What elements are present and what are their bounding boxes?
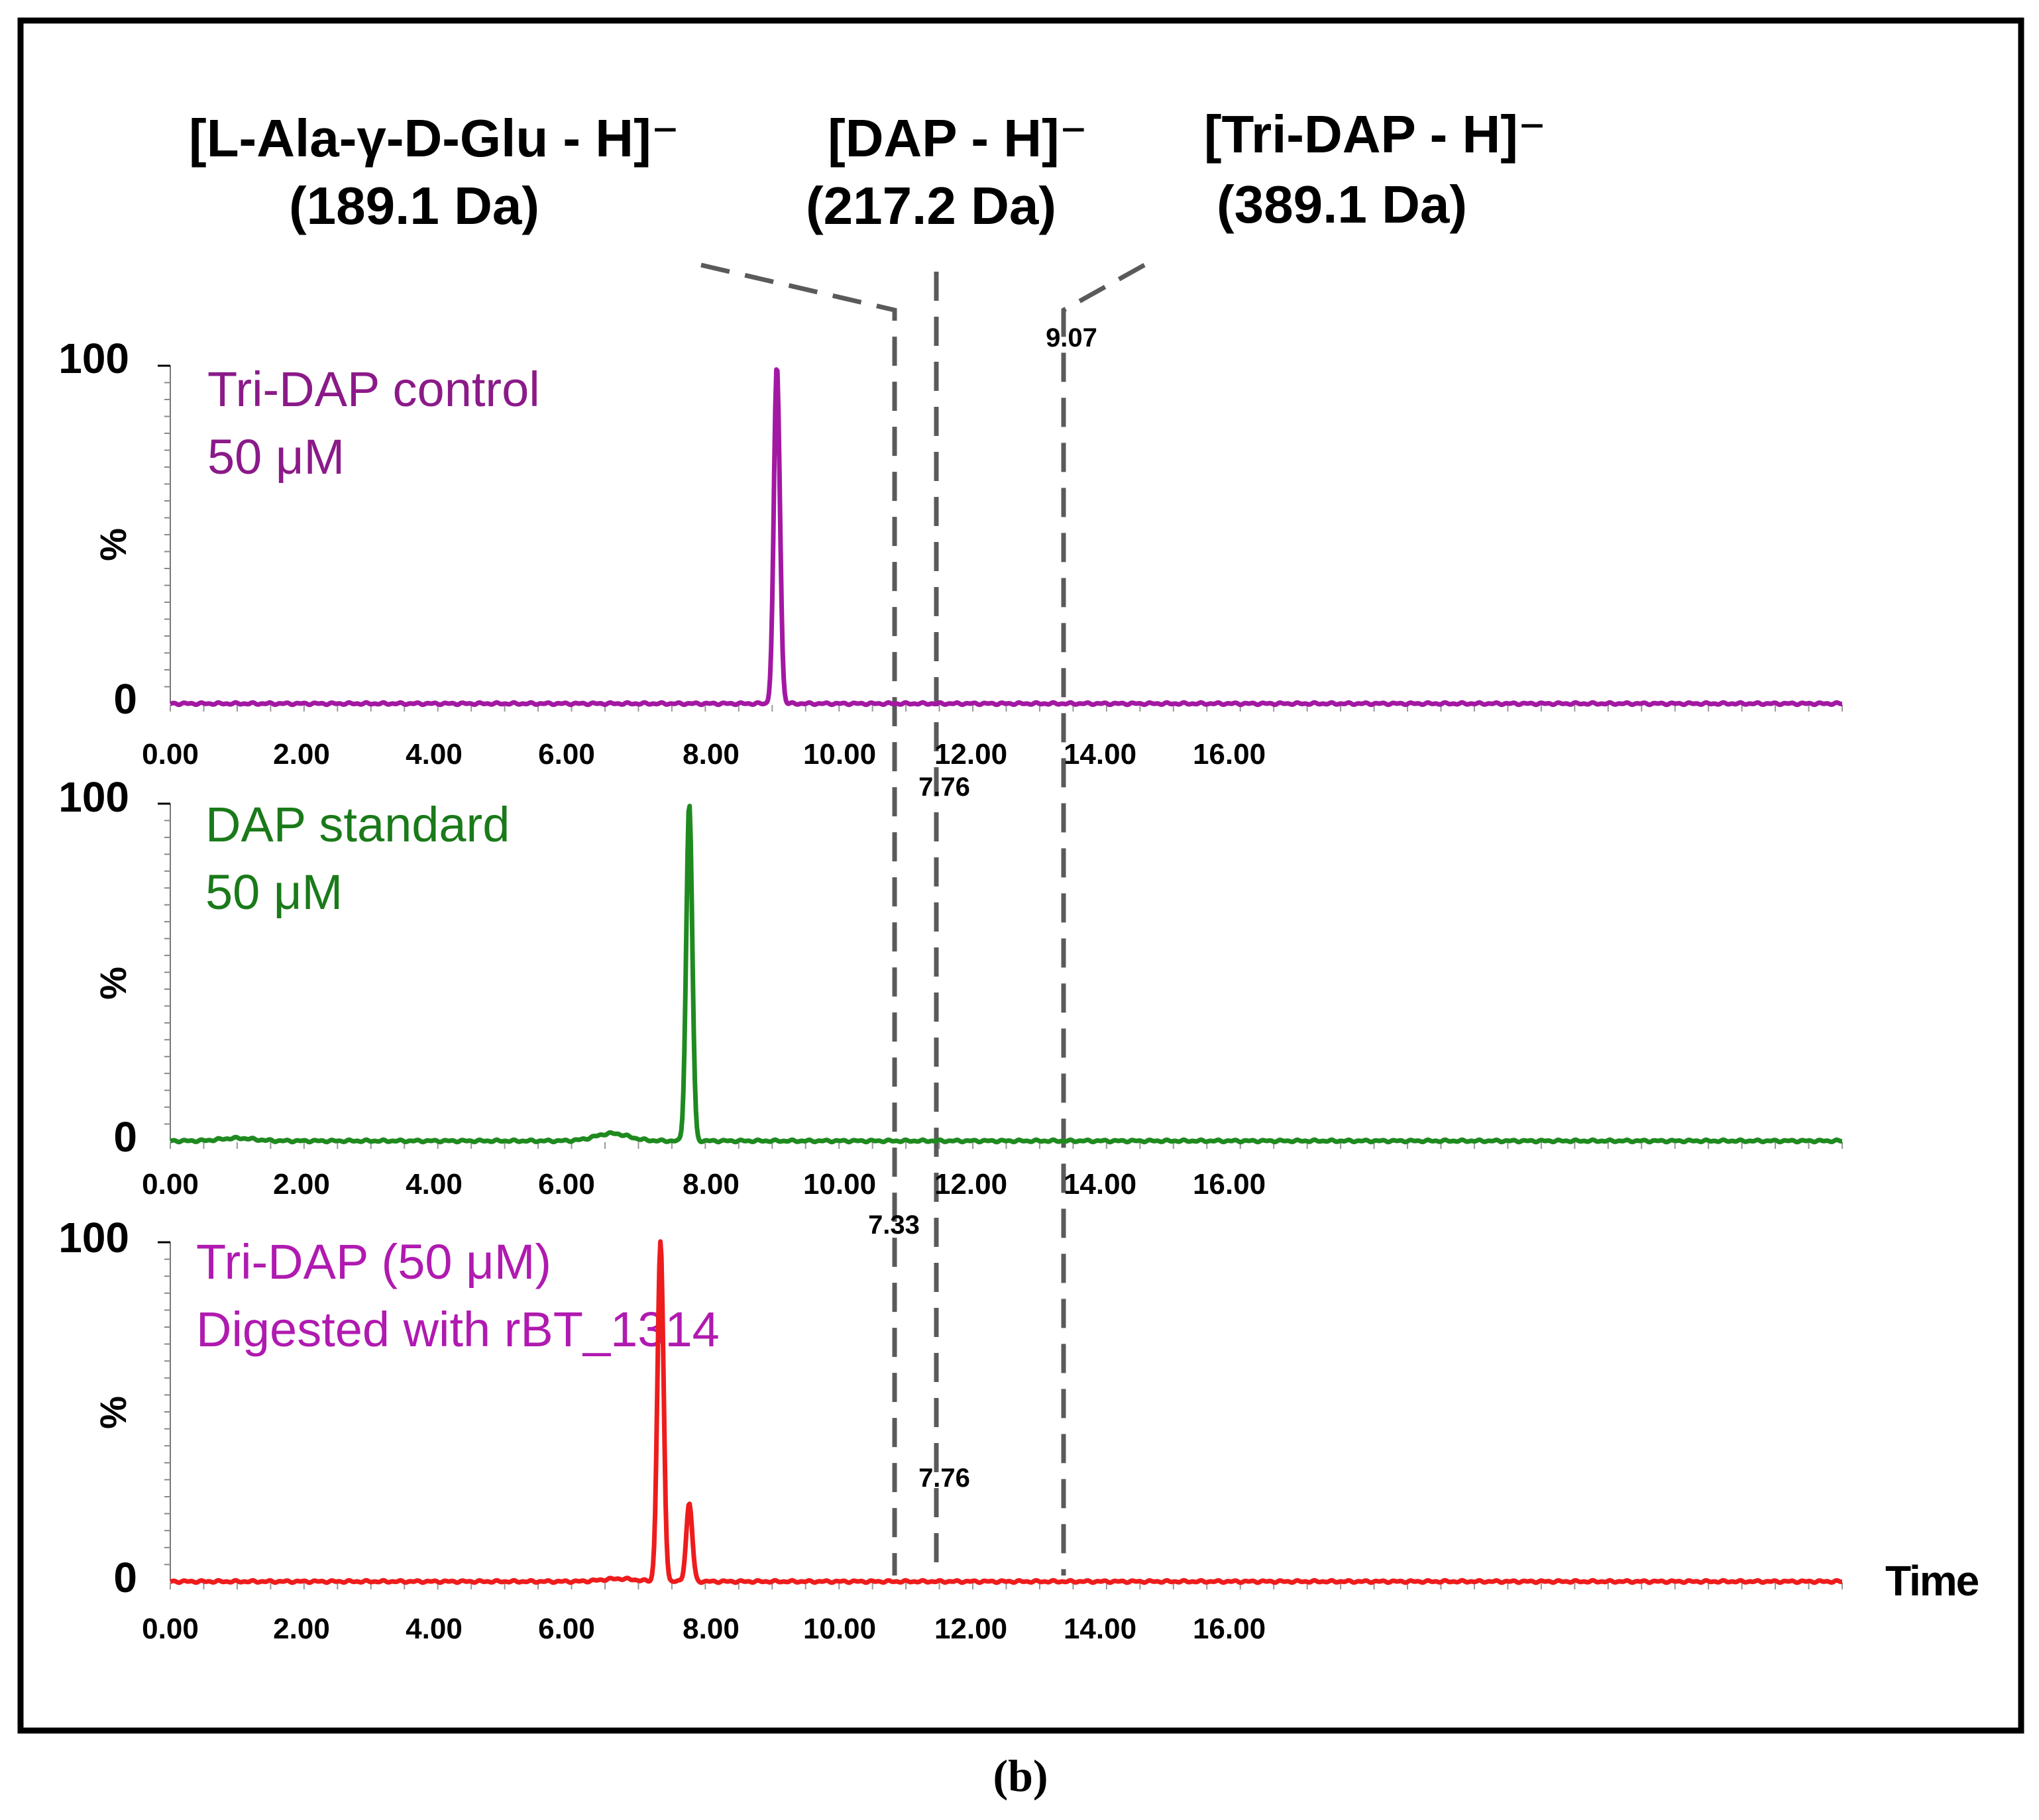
panel-tri-dap-control: 100 0 % Tri-DAP control 50 μM 9.07 0.00 2… xyxy=(58,323,1844,771)
panel-2-x-tick-label: 16.00 xyxy=(1193,1613,1266,1645)
figure-frame xyxy=(17,17,2024,1734)
panel-1-x-tick-label: 0.00 xyxy=(142,1168,199,1201)
panel-2-y-top-label: 100 xyxy=(58,1214,129,1261)
panel-1-label-line-2: 50 μM xyxy=(205,865,343,920)
panel-0-x-tick-label: 10.00 xyxy=(803,738,876,771)
annotation-217: [DAP - H]⁻ (217.2 Da) xyxy=(806,109,1087,235)
panel-2-label-line-2: Digested with rBT_1314 xyxy=(196,1302,720,1357)
panel-1-x-tick-labels: 0.00 2.00 4.00 6.00 8.00 10.00 12.00 14.00 16.00 xyxy=(142,1168,1266,1201)
panel-1-x-tick-label: 4.00 xyxy=(406,1168,463,1201)
panel-0-y-top-label: 100 xyxy=(58,335,129,382)
panel-2-x-tick-label: 8.00 xyxy=(683,1613,740,1645)
annotation-189-name: [L-Ala-γ-D-Glu - H]⁻ xyxy=(189,109,679,168)
annotation-217-name: [DAP - H]⁻ xyxy=(828,109,1087,168)
panel-0-x-tick-labels: 0.00 2.00 4.00 6.00 8.00 10.00 12.00 14.00 16.00 xyxy=(142,738,1266,771)
panel-0-x-tick-label: 14.00 xyxy=(1064,738,1136,771)
panel-0-x-tick-label: 0.00 xyxy=(142,738,199,771)
panel-0-y-zero-label: 0 xyxy=(113,675,137,723)
panel-0-x-tick-label: 16.00 xyxy=(1193,738,1266,771)
panel-0-x-tick-label: 2.00 xyxy=(273,738,330,771)
panel-1-y-zero-label: 0 xyxy=(113,1113,137,1161)
annotation-217-mass: (217.2 Da) xyxy=(806,176,1056,235)
panel-1-y-axis-label: % xyxy=(92,967,134,1000)
annotation-189: [L-Ala-γ-D-Glu - H]⁻ (189.1 Da) xyxy=(189,109,679,235)
panel-1-y-top-label: 100 xyxy=(58,773,129,821)
panel-2-axes xyxy=(158,1241,1843,1589)
panel-2-x-tick-label: 14.00 xyxy=(1064,1613,1136,1645)
panel-2-x-tick-labels: 0.00 2.00 4.00 6.00 8.00 10.00 12.00 14.00 16.00 xyxy=(142,1613,1266,1645)
panel-1-x-tick-label: 14.00 xyxy=(1064,1168,1136,1201)
panel-2-label-line-1: Tri-DAP (50 μM) xyxy=(196,1234,551,1289)
panel-2-x-tick-label: 12.00 xyxy=(934,1613,1007,1645)
panel-1-x-tick-label: 2.00 xyxy=(273,1168,330,1201)
figure-caption: (b) xyxy=(993,1750,1048,1801)
panel-2-x-tick-label: 4.00 xyxy=(406,1613,463,1645)
panel-0-label-line-1: Tri-DAP control xyxy=(207,362,540,417)
panel-dap-standard: 100 0 % DAP standard 50 μM 7.76 0.00 2.00… xyxy=(58,773,1844,1201)
annotation-389-mass: (389.1 Da) xyxy=(1217,175,1467,234)
retention-guide-lines xyxy=(700,262,1146,1576)
panel-2-x-tick-label: 0.00 xyxy=(142,1613,199,1645)
panel-1-x-tick-label: 12.00 xyxy=(934,1168,1007,1201)
panel-1-axes xyxy=(158,802,1843,1149)
panel-0-x-tick-label: 12.00 xyxy=(934,738,1007,771)
panel-2-y-axis-label: % xyxy=(92,1396,134,1429)
panel-2-y-zero-label: 0 xyxy=(113,1554,137,1601)
panel-0-peak-label-9.07: 9.07 xyxy=(1046,323,1097,352)
panel-1-x-tick-label: 6.00 xyxy=(538,1168,595,1201)
panel-2-x-tick-label: 2.00 xyxy=(273,1613,330,1645)
guide-line-189 xyxy=(700,262,897,1576)
panel-1-x-tick-label: 10.00 xyxy=(803,1168,876,1201)
annotation-389-name: [Tri-DAP - H]⁻ xyxy=(1204,105,1546,164)
annotation-189-mass: (189.1 Da) xyxy=(289,176,539,235)
panel-2-x-tick-label: 10.00 xyxy=(803,1613,876,1645)
panel-2-trace-line xyxy=(169,1239,1844,1585)
guide-line-389 xyxy=(1061,262,1146,1576)
panel-2-peak-label-7.33: 7.33 xyxy=(868,1210,920,1240)
panel-2-peak-label-7.76: 7.76 xyxy=(918,1464,970,1493)
panel-1-x-tick-label: 8.00 xyxy=(683,1168,740,1201)
panel-tri-dap-digested: 100 0 % Tri-DAP (50 μM) Digested with rB… xyxy=(58,1210,1844,1645)
panel-0-x-tick-label: 6.00 xyxy=(538,738,595,771)
panel-0-axes xyxy=(158,364,1843,712)
panel-0-x-tick-label: 8.00 xyxy=(683,738,740,771)
panel-0-label-line-2: 50 μM xyxy=(207,429,345,484)
panel-1-peak-label-7.76: 7.76 xyxy=(918,773,970,802)
panel-0-y-axis-label: % xyxy=(92,528,134,561)
panel-0-x-tick-label: 4.00 xyxy=(406,738,463,771)
panel-1-trace-line xyxy=(169,804,1844,1145)
panel-0-trace-line xyxy=(169,367,1844,708)
x-axis-title: Time xyxy=(1885,1557,1979,1605)
panel-1-x-tick-label: 16.00 xyxy=(1193,1168,1266,1201)
panel-2-x-tick-label: 6.00 xyxy=(538,1613,595,1645)
panel-1-label-line-1: DAP standard xyxy=(205,797,510,852)
annotation-389: [Tri-DAP - H]⁻ (389.1 Da) xyxy=(1204,105,1546,234)
